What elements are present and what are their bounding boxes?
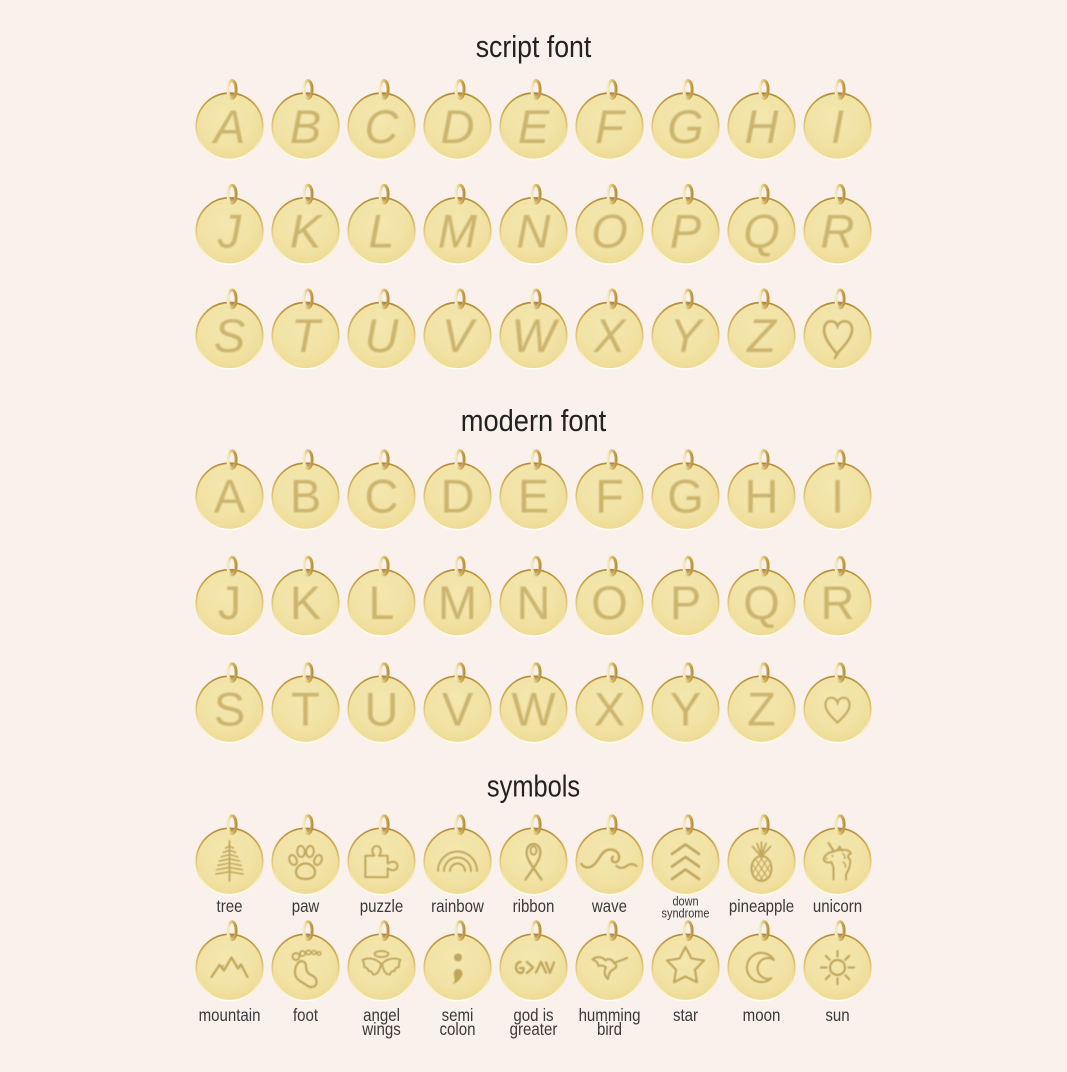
svg-text:paw: paw bbox=[292, 897, 320, 916]
svg-text:rainbow: rainbow bbox=[431, 897, 484, 916]
svg-text:V: V bbox=[442, 682, 474, 735]
svg-text:script font: script font bbox=[476, 30, 592, 64]
svg-text:T: T bbox=[291, 309, 323, 362]
svg-text:angel: angel bbox=[363, 1006, 400, 1025]
svg-text:I: I bbox=[831, 469, 844, 522]
svg-text:modern font: modern font bbox=[461, 404, 607, 438]
svg-text:B: B bbox=[290, 469, 321, 522]
svg-text:C: C bbox=[365, 100, 400, 153]
svg-text:god is: god is bbox=[513, 1006, 553, 1025]
svg-text:O: O bbox=[591, 576, 628, 629]
svg-text:symbols: symbols bbox=[487, 769, 580, 804]
svg-text:L: L bbox=[368, 576, 394, 629]
svg-text:P: P bbox=[670, 205, 702, 258]
svg-text:J: J bbox=[217, 205, 242, 258]
svg-text:U: U bbox=[365, 682, 399, 735]
svg-text:moon: moon bbox=[743, 1006, 781, 1025]
svg-text:R: R bbox=[821, 576, 855, 629]
svg-text:N: N bbox=[517, 576, 551, 629]
svg-text:U: U bbox=[365, 309, 400, 362]
svg-text:R: R bbox=[821, 205, 855, 258]
svg-text:F: F bbox=[595, 469, 624, 522]
svg-text:B: B bbox=[290, 100, 321, 153]
svg-text:colon: colon bbox=[440, 1020, 476, 1039]
svg-text:syndrome: syndrome bbox=[662, 906, 710, 921]
svg-text:ribbon: ribbon bbox=[513, 897, 555, 916]
svg-text:Q: Q bbox=[743, 205, 780, 258]
svg-text:tree: tree bbox=[217, 897, 243, 916]
svg-text:Q: Q bbox=[743, 576, 780, 629]
svg-text:mountain: mountain bbox=[199, 1006, 261, 1025]
svg-text:H: H bbox=[745, 100, 779, 153]
svg-text:C: C bbox=[365, 469, 399, 522]
svg-text:Z: Z bbox=[746, 309, 778, 362]
svg-text:V: V bbox=[442, 309, 477, 362]
svg-text:W: W bbox=[511, 309, 560, 362]
svg-text:pineapple: pineapple bbox=[729, 897, 794, 916]
svg-text:I: I bbox=[831, 100, 844, 153]
svg-text:X: X bbox=[593, 309, 627, 362]
svg-text:wave: wave bbox=[591, 897, 627, 916]
svg-text:O: O bbox=[591, 205, 628, 258]
svg-text:T: T bbox=[291, 682, 320, 735]
svg-text:humming: humming bbox=[579, 1006, 641, 1025]
svg-text:K: K bbox=[290, 576, 321, 629]
svg-text:G: G bbox=[667, 100, 704, 153]
svg-text:P: P bbox=[670, 576, 701, 629]
svg-text:sun: sun bbox=[825, 1006, 849, 1025]
svg-text:foot: foot bbox=[293, 1006, 319, 1025]
svg-text:N: N bbox=[517, 205, 551, 258]
svg-text:star: star bbox=[673, 1006, 699, 1025]
svg-text:S: S bbox=[214, 682, 245, 735]
svg-text:Y: Y bbox=[670, 682, 701, 735]
svg-text:puzzle: puzzle bbox=[360, 897, 403, 916]
svg-text:F: F bbox=[595, 100, 626, 153]
svg-text:K: K bbox=[290, 205, 324, 258]
svg-text:unicorn: unicorn bbox=[813, 897, 862, 916]
svg-text:E: E bbox=[518, 100, 550, 153]
svg-text:D: D bbox=[441, 100, 475, 153]
svg-text:bird: bird bbox=[597, 1020, 622, 1039]
svg-text:W: W bbox=[511, 682, 556, 735]
svg-text:G: G bbox=[667, 469, 704, 522]
svg-text:semi: semi bbox=[442, 1006, 474, 1025]
svg-text:H: H bbox=[745, 469, 779, 522]
svg-text:D: D bbox=[441, 469, 475, 522]
svg-text:A: A bbox=[211, 100, 245, 153]
svg-text:greater: greater bbox=[510, 1020, 558, 1039]
svg-text:J: J bbox=[218, 576, 242, 629]
svg-text:L: L bbox=[368, 205, 394, 258]
svg-text:M: M bbox=[438, 576, 477, 629]
svg-text:M: M bbox=[438, 205, 478, 258]
svg-text:Z: Z bbox=[747, 682, 776, 735]
svg-text:E: E bbox=[518, 469, 549, 522]
svg-text:S: S bbox=[214, 309, 245, 362]
svg-text:A: A bbox=[214, 469, 246, 522]
svg-text:down: down bbox=[672, 894, 698, 909]
svg-text:wings: wings bbox=[361, 1020, 400, 1039]
svg-text:Y: Y bbox=[670, 309, 705, 362]
svg-text:X: X bbox=[594, 682, 625, 735]
